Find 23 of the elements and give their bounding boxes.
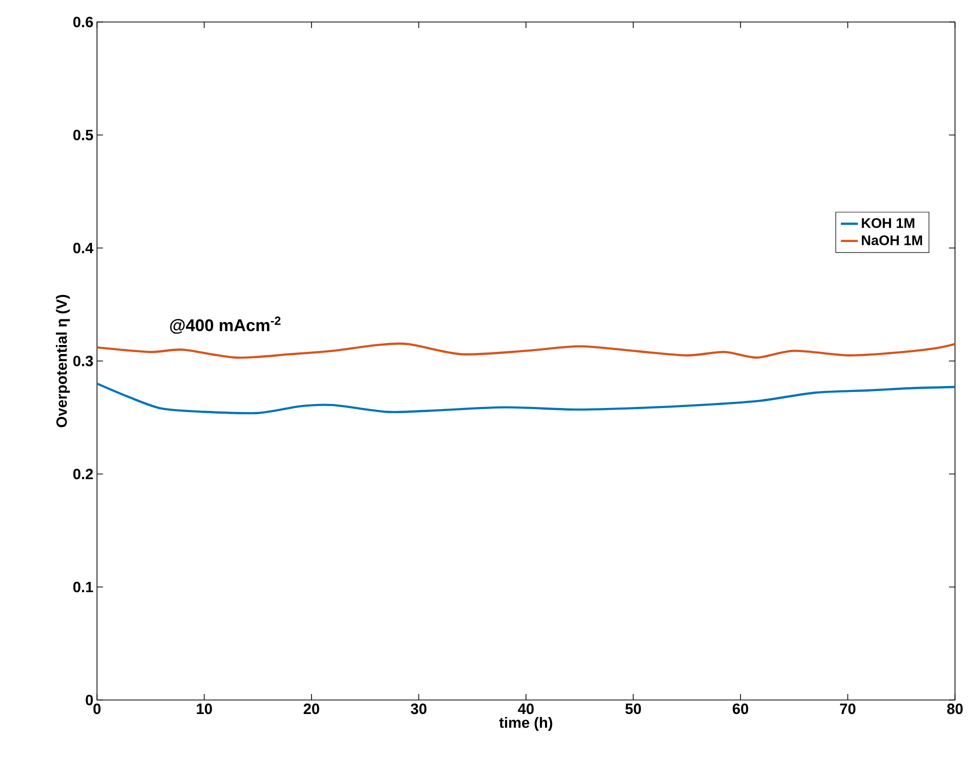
legend-label: KOH 1M [862, 218, 914, 228]
y-tick-label: 0.3 [73, 356, 93, 366]
x-tick-label: 50 [625, 704, 641, 714]
x-tick-label: 30 [410, 704, 426, 714]
y-tick-label: 0.4 [73, 242, 94, 254]
line-series [97, 382, 955, 414]
x-tick-label: 60 [732, 704, 748, 714]
x-tick-label: 70 [840, 704, 856, 714]
x-tick-label: 0 [93, 704, 101, 714]
legend-label: NaOH 1M [862, 235, 922, 246]
y-tick-label: 0.5 [73, 130, 94, 140]
x-tick-label: 80 [947, 704, 963, 714]
y-tick-label: 0.6 [73, 16, 93, 28]
x-axis-title: time (h) [499, 716, 552, 731]
y-tick-label: 0.1 [73, 582, 94, 592]
y-axis-title: Overpotential η (V) [56, 294, 70, 428]
line-series [97, 342, 955, 359]
y-tick-label: 0 [86, 694, 93, 706]
x-tick-label: 20 [304, 704, 320, 714]
annotation: @400 mAcm$^{-2}$ [170, 316, 280, 334]
x-tick-label: 10 [196, 704, 212, 714]
y-tick-label: 0.2 [73, 468, 93, 480]
x-tick-label: 40 [518, 704, 534, 714]
